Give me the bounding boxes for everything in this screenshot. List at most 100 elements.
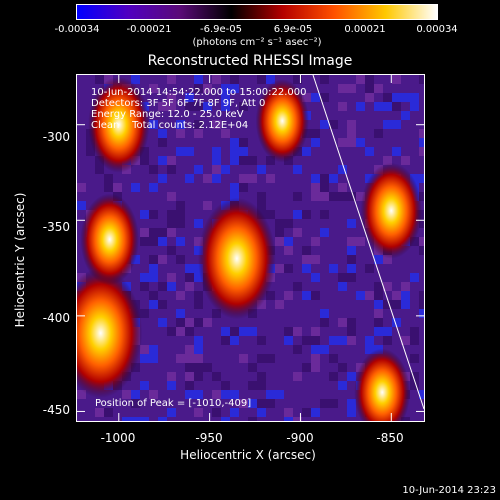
detectors-label: Detectors: 3F 5F 6F 7F 8F 9F, Att 0 (91, 98, 266, 109)
heatmap-cell (212, 309, 221, 318)
heatmap-cell (248, 381, 257, 390)
heatmap-cell (329, 399, 338, 408)
heatmap-cell (401, 300, 410, 309)
heatmap-cell (185, 354, 194, 363)
heatmap-source (255, 79, 309, 163)
heatmap-cell (419, 138, 424, 147)
heatmap-cell (167, 327, 176, 336)
heatmap-cell (401, 417, 410, 421)
heatmap-cell (194, 75, 203, 84)
heatmap-cell (410, 102, 419, 111)
heatmap-cell (374, 84, 383, 93)
heatmap-cell (293, 192, 302, 201)
heatmap-cell (149, 291, 158, 300)
heatmap-cell (230, 408, 239, 417)
heatmap-cell (158, 138, 167, 147)
heatmap-cell (374, 318, 383, 327)
heatmap-cell (203, 201, 212, 210)
heatmap-cell (230, 75, 239, 84)
heatmap-cell (284, 417, 293, 421)
heatmap-cell (212, 372, 221, 381)
heatmap-cell (329, 354, 338, 363)
heatmap-cell (131, 399, 140, 408)
heatmap-cell (194, 129, 203, 138)
heatmap-cell (284, 336, 293, 345)
heatmap-cell (311, 255, 320, 264)
heatmap-cell (176, 237, 185, 246)
heatmap-cell (194, 237, 203, 246)
heatmap-cell (194, 102, 203, 111)
heatmap-cell (203, 84, 212, 93)
heatmap-cell (392, 318, 401, 327)
footer-timestamp: 10-Jun-2014 23:23 (402, 485, 496, 496)
heatmap-cell (266, 174, 275, 183)
heatmap-cell (275, 219, 284, 228)
heatmap-cell (320, 318, 329, 327)
heatmap-cell (401, 93, 410, 102)
heatmap-cell (149, 345, 158, 354)
heatmap-cell (266, 399, 275, 408)
heatmap-cell (257, 408, 266, 417)
heatmap-cell (365, 345, 374, 354)
heatmap-plot: 10-Jun-2014 14:54:22.000 to 15:00:22.000… (76, 74, 425, 422)
heatmap-cell (194, 273, 203, 282)
heatmap-cell (347, 192, 356, 201)
heatmap-cell (383, 93, 392, 102)
heatmap-cell (77, 201, 86, 210)
heatmap-cell (374, 102, 383, 111)
heatmap-cell (419, 390, 424, 399)
heatmap-cell (320, 345, 329, 354)
heatmap-cell (149, 120, 158, 129)
heatmap-cell (221, 93, 230, 102)
heatmap-source (80, 193, 140, 286)
heatmap-cell (185, 147, 194, 156)
heatmap-cell (302, 210, 311, 219)
heatmap-cell (212, 408, 221, 417)
heatmap-cell (257, 165, 266, 174)
heatmap-cell (248, 174, 257, 183)
heatmap-cell (410, 174, 419, 183)
heatmap-cell (419, 300, 424, 309)
heatmap-cell (194, 120, 203, 129)
heatmap-cell (194, 372, 203, 381)
heatmap-cell (140, 228, 149, 237)
heatmap-cell (383, 102, 392, 111)
heatmap-cell (284, 237, 293, 246)
heatmap-cell (419, 192, 424, 201)
heatmap-cell (419, 147, 424, 156)
heatmap-cell (221, 417, 230, 421)
heatmap-cell (419, 75, 424, 84)
heatmap-cell (212, 120, 221, 129)
heatmap-cell (410, 372, 419, 381)
heatmap-cell (149, 210, 158, 219)
heatmap-cell (248, 363, 257, 372)
heatmap-cell (275, 228, 284, 237)
heatmap-cell (302, 336, 311, 345)
heatmap-cell (149, 390, 158, 399)
heatmap-cell (419, 291, 424, 300)
heatmap-cell (356, 75, 365, 84)
heatmap-cell (176, 354, 185, 363)
heatmap-cell (185, 372, 194, 381)
heatmap-cell (374, 300, 383, 309)
heatmap-cell (167, 93, 176, 102)
y-tick-label: -350 (42, 220, 70, 234)
heatmap-cell (230, 327, 239, 336)
heatmap-cell (293, 345, 302, 354)
heatmap-cell (167, 282, 176, 291)
heatmap-cell (284, 264, 293, 273)
heatmap-cell (338, 192, 347, 201)
heatmap-cell (266, 156, 275, 165)
heatmap-cell (266, 390, 275, 399)
heatmap-cell (266, 210, 275, 219)
energy-range-label: Energy Range: 12.0 - 25.0 keV (91, 109, 244, 120)
heatmap-cell (410, 336, 419, 345)
heatmap-cell (140, 354, 149, 363)
heatmap-cell (293, 282, 302, 291)
heatmap-cell (149, 165, 158, 174)
heatmap-cell (185, 363, 194, 372)
heatmap-cell (194, 363, 203, 372)
heatmap-cell (149, 300, 158, 309)
heatmap-cell (158, 129, 167, 138)
heatmap-cell (347, 273, 356, 282)
